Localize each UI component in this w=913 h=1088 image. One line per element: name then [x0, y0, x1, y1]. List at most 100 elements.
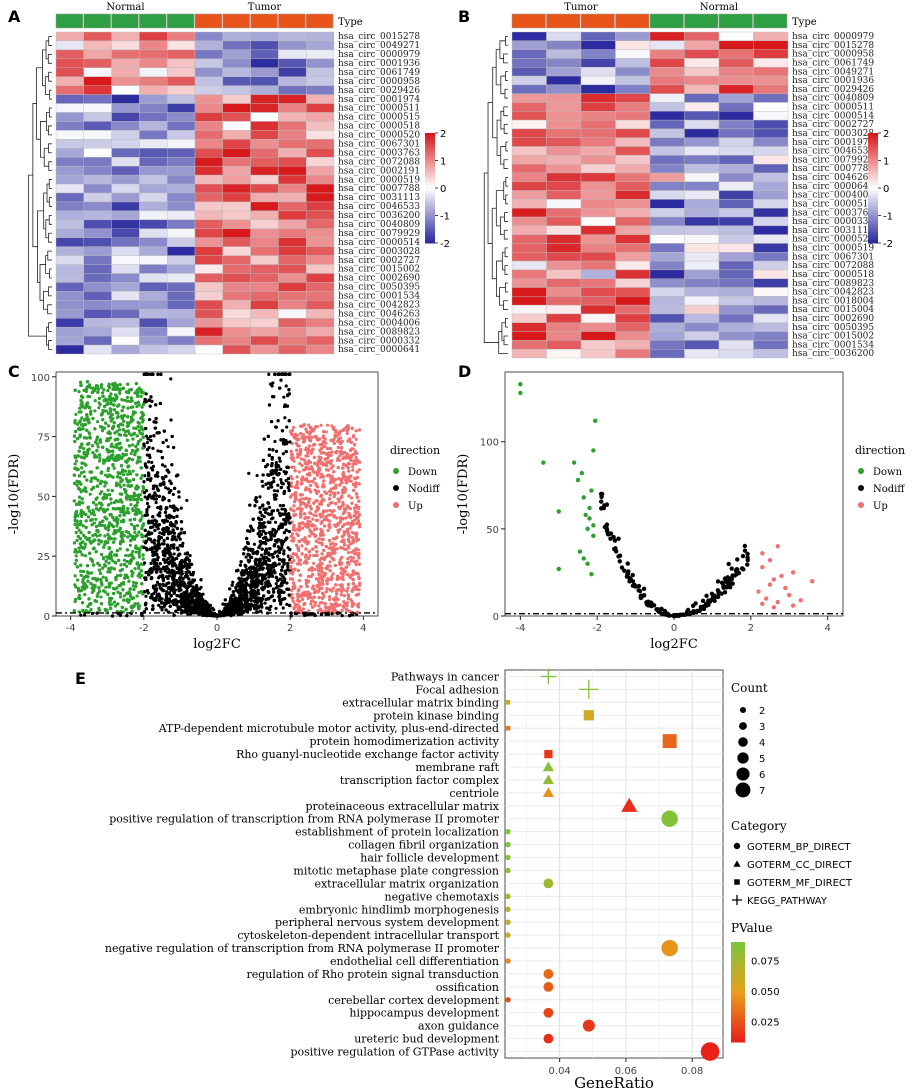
data-point	[154, 494, 159, 498]
data-point	[259, 609, 263, 613]
dendrogram-branch	[49, 89, 52, 100]
heatmap-cell	[250, 264, 279, 274]
data-point	[296, 568, 301, 573]
heatmap-cell	[250, 282, 279, 292]
data-point	[258, 495, 262, 499]
heatmap-cell	[718, 348, 754, 359]
heatmap-cell	[684, 252, 720, 262]
row-label: hsa_circ_0003763	[792, 208, 874, 218]
data-point	[290, 441, 295, 446]
heatmap-cell	[511, 331, 547, 341]
row-label: hsa_circ_0050395	[338, 283, 420, 293]
heatmap-cell	[139, 210, 168, 221]
data-point	[354, 437, 358, 441]
data-point	[142, 561, 147, 565]
data-point	[331, 586, 336, 590]
data-point	[81, 427, 85, 431]
data-point	[164, 438, 169, 442]
heatmap-cell	[278, 335, 307, 346]
colorbar-segment	[868, 237, 878, 241]
heatmap-cell	[649, 340, 685, 350]
heatmap-cell	[222, 273, 251, 283]
heatmap-cell	[222, 228, 251, 238]
heatmap-cell	[83, 246, 112, 256]
heatmap-cell	[306, 273, 335, 283]
scatter-points	[72, 372, 362, 618]
data-point	[291, 426, 296, 430]
heatmap-cell	[166, 326, 196, 337]
type-annotation-cell	[194, 13, 223, 29]
heatmap-cell	[139, 76, 168, 86]
data-point	[327, 598, 332, 602]
data-point	[299, 478, 304, 482]
dendrogram-branch	[504, 88, 508, 99]
heatmap-cell	[306, 264, 335, 274]
colorbar-tick-label: 1	[883, 157, 889, 168]
data-point	[346, 597, 350, 601]
type-annotation-cell	[753, 13, 788, 29]
heatmap-cell	[111, 112, 140, 122]
heatmap-cell	[718, 225, 754, 235]
data-point	[267, 372, 271, 376]
heatmap-cell	[166, 300, 196, 310]
heatmap-cell	[111, 165, 140, 176]
data-point	[163, 547, 167, 551]
colorbar-segment	[868, 135, 878, 139]
heatmap-cell	[139, 344, 168, 355]
heatmap-cell	[139, 264, 168, 274]
heatmap-cell	[546, 137, 582, 147]
data-point	[330, 450, 334, 454]
row-label: hsa_circ_0002690	[338, 274, 420, 284]
colorbar-segment	[425, 234, 435, 238]
row-label: hsa_circ_0029426	[792, 85, 874, 95]
heatmap-cell	[278, 148, 307, 158]
heatmap-cell	[306, 318, 335, 328]
data-point	[201, 592, 205, 596]
heatmap-cell	[250, 309, 279, 319]
heatmap-cell	[194, 49, 223, 60]
heatmap-cell	[546, 304, 582, 315]
heatmap-cell	[166, 282, 196, 292]
heatmap-cell	[649, 40, 685, 50]
heatmap-cell	[250, 94, 279, 104]
legend-title: direction	[390, 444, 440, 457]
data-point	[98, 563, 102, 568]
data-point	[128, 543, 133, 547]
data-point	[307, 423, 311, 427]
data-point	[76, 514, 80, 518]
data-point	[103, 534, 107, 538]
data-point	[169, 418, 173, 422]
row-label: hsa_circ_0000518	[338, 122, 420, 132]
data-point	[136, 601, 140, 606]
heatmap-cell	[649, 199, 685, 209]
data-point	[292, 558, 296, 563]
heatmap-cell	[278, 94, 307, 104]
colorbar-tick-label: -1	[440, 212, 450, 223]
heatmap-cell	[250, 148, 279, 158]
colorbar-tick-label: 0	[883, 184, 889, 195]
heatmap-cell	[580, 296, 616, 306]
heatmap-cell	[306, 58, 335, 68]
heatmap-cell	[278, 157, 307, 167]
dendrogram-branch	[39, 264, 46, 301]
heatmap-cell	[649, 252, 685, 262]
heatmap-cell	[278, 67, 307, 77]
data-point	[96, 592, 100, 596]
heatmap-cell	[222, 344, 251, 355]
row-label: hsa_circ_0000958	[338, 77, 420, 87]
dendrogram-branch	[500, 146, 506, 165]
heatmap-cell	[718, 190, 754, 200]
heatmap-cell	[649, 58, 685, 68]
heatmap-cell	[55, 255, 84, 265]
colorbar-segment	[868, 152, 878, 156]
heatmap-cell	[278, 165, 307, 176]
heatmap-cell	[511, 102, 547, 112]
data-point	[164, 486, 168, 490]
colorbar-segment	[425, 193, 435, 197]
data-point	[344, 516, 348, 520]
heatmap-cell	[511, 172, 547, 182]
heatmap-cell	[615, 155, 651, 165]
colorbar-segment	[868, 199, 878, 203]
heatmap-cell	[615, 84, 651, 94]
heatmap-cell	[83, 103, 112, 113]
